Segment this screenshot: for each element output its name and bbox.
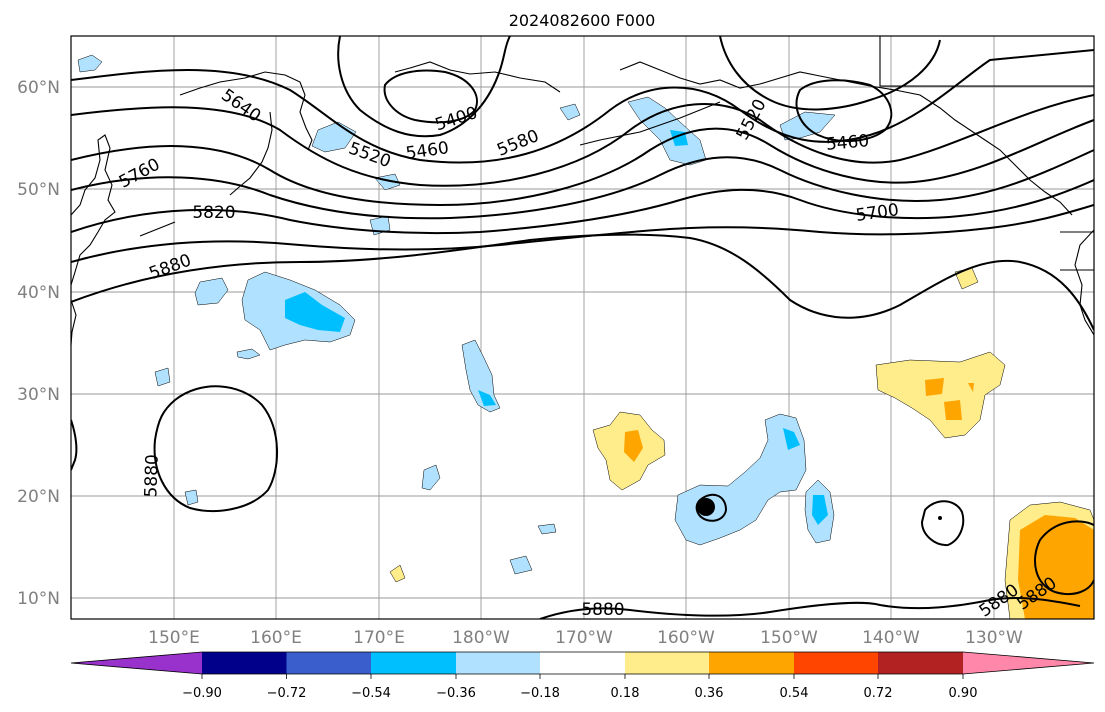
colorbar-segment [202, 652, 287, 674]
latitude-labels: 60°N 50°N 40°N 30°N 20°N 10°N [17, 78, 60, 609]
colorbar-tick-label: −0.54 [351, 686, 391, 701]
contour-label: 5880 [147, 251, 194, 285]
contour-label: 5820 [192, 203, 235, 223]
lat-label: 50°N [17, 180, 60, 200]
colorbar-tick-label: 0.72 [864, 686, 893, 701]
lon-label: 150°E [148, 628, 200, 648]
lat-label: 60°N [17, 78, 60, 98]
lat-label: 10°N [17, 589, 60, 609]
lon-label: 130°W [965, 628, 1023, 648]
lon-label: 160°E [250, 628, 302, 648]
colorbar-segment [286, 652, 371, 674]
lat-label: 40°N [17, 283, 60, 303]
contour-label: 5460 [825, 131, 870, 155]
coastlines [71, 36, 1094, 346]
colorbar-left-extension [71, 652, 202, 674]
lat-label: 20°N [17, 487, 60, 507]
contour-label: 5880 [581, 600, 624, 620]
lon-label: 180°W [452, 628, 510, 648]
colorbar-tick-label: 0.54 [780, 686, 809, 701]
lon-label: 140°W [862, 628, 920, 648]
storm-center-marker [697, 498, 715, 516]
contour-label: 5400 [433, 103, 480, 135]
contour-label: 5520 [733, 96, 771, 144]
colorbar: −0.90 −0.72 −0.54 −0.36 −0.18 0.18 0.36 … [70, 651, 1095, 701]
lat-label: 30°N [17, 385, 60, 405]
colorbar-segment [540, 652, 625, 674]
colorbar-segment [794, 652, 878, 674]
colorbar-tick-label: 0.90 [949, 686, 978, 701]
colorbar-tick-label: −0.72 [267, 686, 307, 701]
contour-label: 5460 [404, 138, 450, 164]
colorbar-segment [371, 652, 456, 674]
contour-label: 5700 [854, 200, 900, 226]
colorbar-tick-label: −0.36 [436, 686, 476, 701]
colorbar-right-extension [963, 652, 1094, 674]
graticule [71, 36, 1094, 619]
map-title: 2024082600 F000 [509, 11, 656, 30]
longitude-labels: 150°E 160°E 170°E 180°W 170°W 160°W 150°… [148, 628, 1023, 648]
positive-anomaly-shading [389, 267, 1094, 619]
lon-label: 160°W [657, 628, 715, 648]
colorbar-segment [878, 652, 963, 674]
lon-label: 170°E [353, 628, 405, 648]
map-frame [70, 35, 1095, 620]
colorbar-segment [456, 652, 540, 674]
colorbar-tick-label: 0.36 [695, 686, 724, 701]
contour-label: 5880 [141, 454, 162, 498]
height-contours [71, 36, 1094, 619]
colorbar-tick-label: 0.18 [611, 686, 640, 701]
lon-label: 150°W [760, 628, 818, 648]
low-center-dot [938, 516, 942, 520]
colorbar-tick-label: −0.18 [520, 686, 560, 701]
colorbar-segment [709, 652, 794, 674]
colorbar-segment [625, 652, 709, 674]
lon-label: 170°W [555, 628, 613, 648]
colorbar-tick-label: −0.90 [182, 686, 222, 701]
contour-label: 5760 [116, 155, 164, 193]
